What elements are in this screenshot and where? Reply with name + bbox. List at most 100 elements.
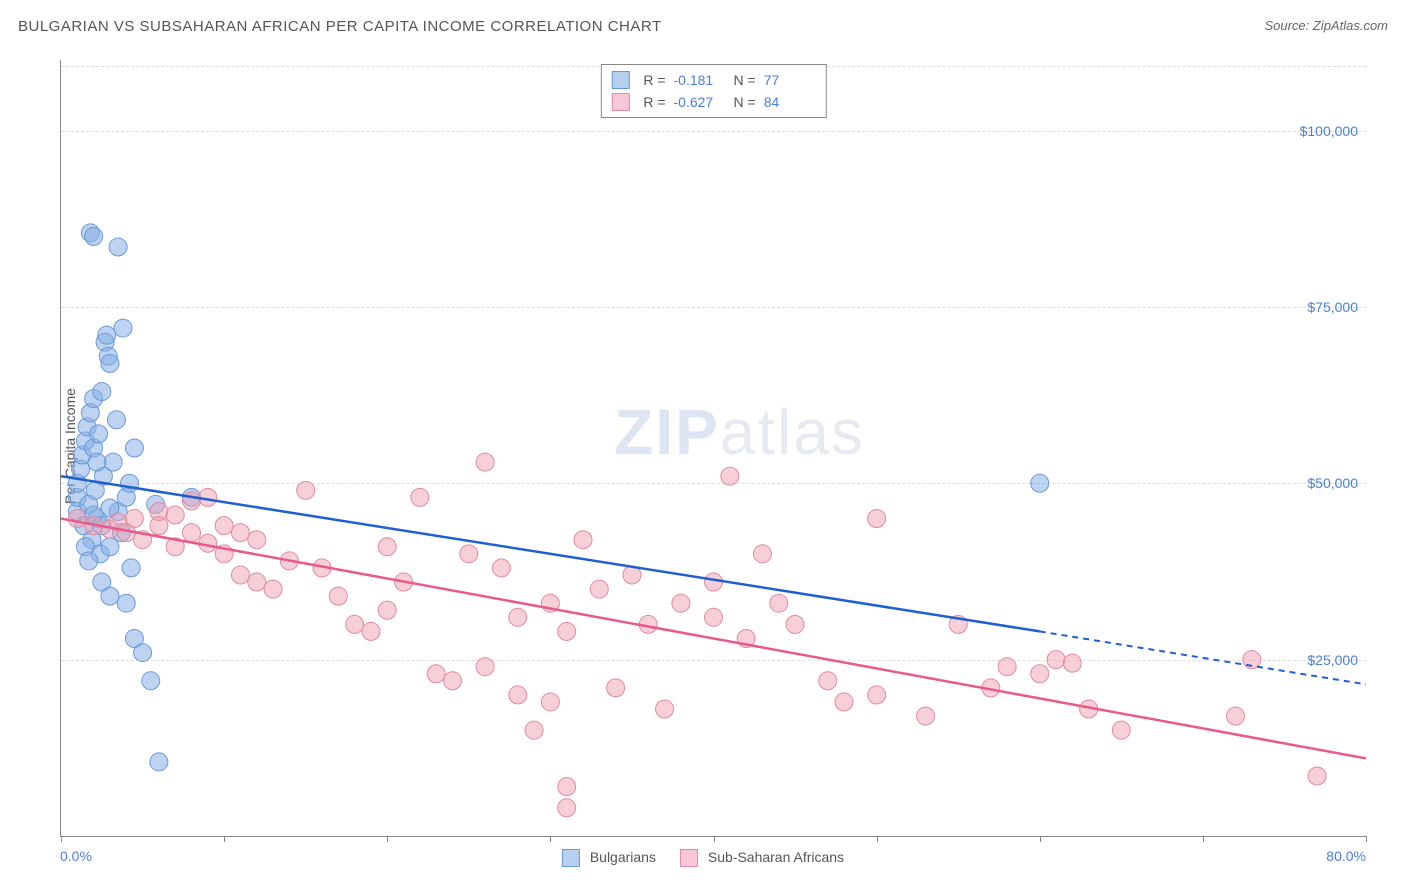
x-tick (61, 836, 62, 842)
data-point (574, 531, 592, 549)
legend-swatch-2 (680, 849, 698, 867)
data-point (101, 354, 119, 372)
data-point (558, 622, 576, 640)
x-tick (1203, 836, 1204, 842)
data-point (444, 672, 462, 690)
data-point (525, 721, 543, 739)
data-point (411, 488, 429, 506)
swatch-series-1 (611, 71, 629, 89)
x-tick (550, 836, 551, 842)
data-point (607, 679, 625, 697)
n-label: N = (734, 94, 756, 110)
chart-title: BULGARIAN VS SUBSAHARAN AFRICAN PER CAPI… (18, 18, 662, 35)
data-point (476, 658, 494, 676)
r-label: R = (643, 72, 665, 88)
data-point (104, 453, 122, 471)
x-axis-max-label: 80.0% (1326, 848, 1366, 864)
data-point (183, 524, 201, 542)
data-point (150, 753, 168, 771)
data-point (329, 587, 347, 605)
data-point (264, 580, 282, 598)
correlation-row-1: R = -0.181 N = 77 (611, 69, 815, 91)
data-point (590, 580, 608, 598)
legend-item-1: Bulgarians (562, 849, 656, 867)
data-point (1227, 707, 1245, 725)
plot-svg (61, 60, 1366, 836)
data-point (1031, 474, 1049, 492)
data-point (721, 467, 739, 485)
data-point (492, 559, 510, 577)
x-tick (1040, 836, 1041, 842)
data-point (90, 425, 108, 443)
data-point (346, 615, 364, 633)
data-point (134, 644, 152, 662)
data-point (1308, 767, 1326, 785)
data-point (509, 686, 527, 704)
data-point (122, 559, 140, 577)
data-point (297, 481, 315, 499)
trend-line (61, 519, 1366, 759)
chart-container: BULGARIAN VS SUBSAHARAN AFRICAN PER CAPI… (10, 10, 1396, 882)
data-point (656, 700, 674, 718)
data-point (786, 615, 804, 633)
x-tick (224, 836, 225, 842)
correlation-row-2: R = -0.627 N = 84 (611, 91, 815, 113)
data-point (98, 326, 116, 344)
data-point (1031, 665, 1049, 683)
data-point (248, 531, 266, 549)
swatch-series-2 (611, 93, 629, 111)
data-point (166, 506, 184, 524)
data-point (509, 608, 527, 626)
data-point (378, 538, 396, 556)
data-point (558, 799, 576, 817)
data-point (107, 411, 125, 429)
data-point (917, 707, 935, 725)
data-point (183, 492, 201, 510)
x-tick (877, 836, 878, 842)
data-point (705, 573, 723, 591)
data-point (476, 453, 494, 471)
x-tick (387, 836, 388, 842)
r-label: R = (643, 94, 665, 110)
data-point (558, 778, 576, 796)
data-point (1063, 654, 1081, 672)
data-point (231, 524, 249, 542)
data-point (114, 319, 132, 337)
data-point (541, 693, 559, 711)
data-point (109, 238, 127, 256)
source-attribution: Source: ZipAtlas.com (1264, 18, 1388, 33)
data-point (753, 545, 771, 563)
x-tick (1366, 836, 1367, 842)
legend-item-2: Sub-Saharan Africans (680, 849, 844, 867)
data-point (68, 510, 86, 528)
n-value-2: 84 (764, 94, 816, 110)
x-tick (714, 836, 715, 842)
data-point (248, 573, 266, 591)
data-point (705, 608, 723, 626)
data-point (125, 439, 143, 457)
series-legend: Bulgarians Sub-Saharan Africans (562, 849, 844, 867)
data-point (231, 566, 249, 584)
data-point (215, 517, 233, 535)
correlation-legend: R = -0.181 N = 77 R = -0.627 N = 84 (600, 64, 826, 118)
legend-label-1: Bulgarians (590, 849, 656, 865)
data-point (93, 383, 111, 401)
data-point (672, 594, 690, 612)
legend-swatch-1 (562, 849, 580, 867)
trend-line-extrapolated (1040, 631, 1366, 684)
data-point (80, 552, 98, 570)
r-value-2: -0.627 (674, 94, 726, 110)
data-point (121, 474, 139, 492)
legend-label-2: Sub-Saharan Africans (708, 849, 844, 865)
data-point (1047, 651, 1065, 669)
data-point (819, 672, 837, 690)
data-point (998, 658, 1016, 676)
data-point (88, 453, 106, 471)
data-point (427, 665, 445, 683)
data-point (125, 510, 143, 528)
data-point (117, 594, 135, 612)
data-point (868, 510, 886, 528)
n-label: N = (734, 72, 756, 88)
data-point (142, 672, 160, 690)
data-point (101, 587, 119, 605)
